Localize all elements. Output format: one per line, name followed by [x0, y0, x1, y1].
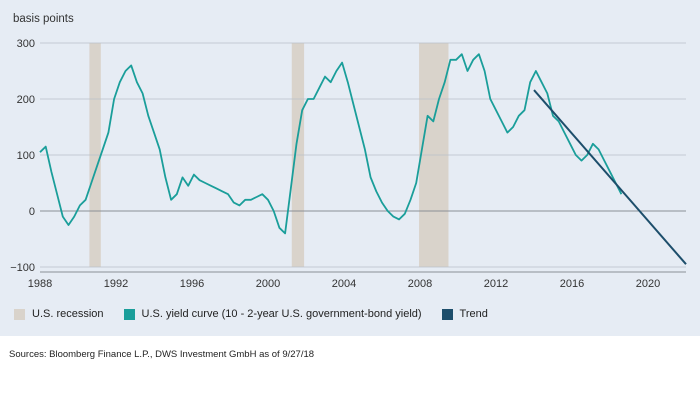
x-tick-label-2: 1996	[180, 278, 204, 290]
chart-svg: basis points −100 0 100 200 300 1988 1992 1996…	[10, 13, 687, 290]
legend-item-recession: U.S. recession	[14, 308, 104, 320]
x-tick-label-7: 2016	[560, 278, 584, 290]
y-tick-label-2: 100	[17, 150, 35, 162]
y-tick-label-4: 300	[17, 38, 35, 50]
x-tick-label-6: 2012	[484, 278, 508, 290]
y-tick-label-3: 200	[17, 94, 35, 106]
x-tick-label-0: 1988	[28, 278, 52, 290]
y-tick-labels: −100 0 100 200 300	[10, 38, 35, 274]
x-tick-labels: 1988 1992 1996 2000 2004 2008 2012 2016 2020	[28, 278, 660, 290]
x-tick-label-8: 2020	[636, 278, 660, 290]
legend-item-trend: Trend	[441, 308, 488, 320]
legend-swatch-trend	[441, 308, 453, 320]
series-line-trend	[533, 89, 687, 265]
legend-item-yield-curve: U.S. yield curve (10 - 2-year U.S. gover…	[123, 308, 422, 320]
legend-label-recession: U.S. recession	[32, 308, 104, 320]
series-line-yield-curve	[39, 53, 623, 235]
y-axis-unit-label: basis points	[13, 13, 74, 25]
x-tick-label-3: 2000	[256, 278, 280, 290]
source-note: Sources: Bloomberg Finance L.P., DWS Inv…	[9, 349, 315, 360]
x-tick-label-5: 2008	[408, 278, 432, 290]
y-tick-label-1: 0	[29, 206, 35, 218]
grid-lines	[40, 42, 686, 273]
legend: U.S. recession U.S. yield curve (10 - 2-…	[14, 306, 508, 322]
series-lines	[39, 53, 687, 265]
legend-label-trend: Trend	[459, 308, 488, 320]
x-tick-label-1: 1992	[104, 278, 128, 290]
legend-swatch-recession	[14, 308, 25, 320]
y-tick-label-0: −100	[10, 262, 35, 274]
chart-panel: basis points −100 0 100 200 300 1988 1992 1996…	[0, 0, 700, 336]
legend-swatch-yield-curve	[123, 308, 135, 320]
x-tick-label-4: 2004	[332, 278, 356, 290]
legend-label-yield-curve: U.S. yield curve (10 - 2-year U.S. gover…	[141, 308, 422, 320]
